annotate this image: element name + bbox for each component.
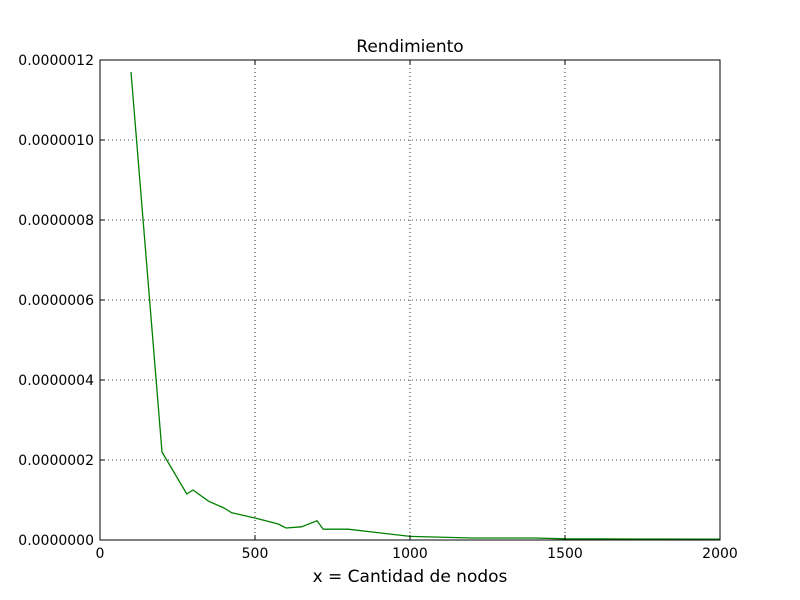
x-tick-label: 500 bbox=[242, 546, 269, 562]
y-tick-label: 0.0000002 bbox=[18, 453, 94, 469]
tick-labels: 0 500 1000 1500 2000 0.0000000 0.0000002 0.0000… bbox=[18, 53, 738, 562]
y-tick-label: 0.0000004 bbox=[18, 373, 94, 389]
x-tick-label: 1000 bbox=[392, 546, 428, 562]
y-tick-label: 0.0000010 bbox=[18, 133, 94, 149]
series-layer bbox=[130, 71, 721, 540]
x-tick-label: 0 bbox=[96, 546, 105, 562]
x-tick-label: 2000 bbox=[702, 546, 738, 562]
ticks bbox=[99, 59, 721, 541]
x-axis-label: x = Cantidad de nodos bbox=[313, 567, 508, 587]
y-tick-label: 0.0000006 bbox=[18, 293, 94, 309]
grid-lines bbox=[100, 60, 720, 540]
series-line bbox=[130, 71, 721, 540]
chart-title: Rendimiento bbox=[356, 37, 463, 57]
y-tick-label: 0.0000000 bbox=[18, 533, 94, 549]
y-tick-label: 0.0000012 bbox=[18, 53, 94, 69]
x-tick-label: 1500 bbox=[547, 546, 583, 562]
y-tick-label: 0.0000008 bbox=[18, 213, 94, 229]
